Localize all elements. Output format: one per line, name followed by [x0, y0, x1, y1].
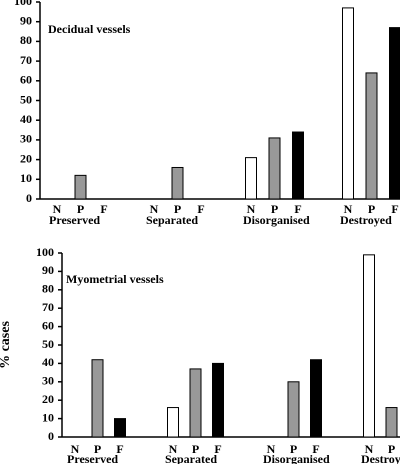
bar	[287, 381, 300, 438]
y-tick-label: 80	[20, 33, 32, 47]
x-tick-label: P	[94, 442, 101, 456]
y-tick-label: 20	[42, 392, 54, 406]
y-tick-label: 20	[20, 151, 32, 165]
x-tick-label: N	[150, 202, 159, 216]
x-tick-label: N	[344, 202, 353, 216]
x-tick-label: N	[267, 442, 276, 456]
x-tick-label: N	[169, 442, 178, 456]
bar	[171, 166, 184, 200]
y-tick-label: 50	[20, 92, 32, 106]
x-group-label: Destroyed	[361, 452, 400, 464]
x-tick-label: P	[290, 442, 297, 456]
y-tick-label: 70	[42, 300, 54, 314]
x-tick-label: N	[247, 202, 256, 216]
y-tick-label: 60	[42, 318, 54, 332]
y-tick-label: 40	[20, 112, 32, 126]
y-tick-label: 60	[20, 73, 32, 87]
x-tick-label: P	[271, 202, 278, 216]
x-tick-label: P	[388, 442, 395, 456]
bar	[189, 368, 202, 438]
x-group-label: Disorganised	[263, 452, 330, 464]
chart-title: Myometrial vessels	[66, 272, 164, 286]
bar	[167, 407, 179, 438]
bar	[245, 157, 257, 200]
y-tick-label: 50	[42, 337, 54, 351]
bar	[212, 362, 224, 438]
y-tick-label: 70	[20, 53, 32, 67]
x-tick-label: N	[53, 202, 62, 216]
x-group-label: Destroyed	[340, 213, 392, 227]
x-tick-label: N	[71, 442, 80, 456]
x-tick-label: F	[116, 442, 123, 456]
y-tick-label: 100	[36, 245, 54, 259]
bar	[74, 174, 87, 200]
x-tick-label: P	[77, 202, 84, 216]
y-tick-label: 90	[20, 13, 32, 27]
bar	[363, 254, 375, 438]
bar	[385, 407, 398, 438]
y-tick-label: 0	[48, 429, 54, 443]
x-tick-label: P	[174, 202, 181, 216]
x-tick-label: F	[100, 202, 107, 216]
bar	[365, 72, 378, 200]
x-tick-label: F	[312, 442, 319, 456]
x-tick-label: F	[391, 202, 398, 216]
x-tick-label: P	[192, 442, 199, 456]
x-group-label: Preserved	[67, 452, 118, 464]
x-group-label: Preserved	[49, 213, 100, 227]
y-tick-label: 40	[42, 355, 54, 369]
y-tick-label: 0	[26, 191, 32, 205]
y-tick-label: 10	[20, 171, 32, 185]
y-tick-label: 30	[42, 374, 54, 388]
y-tick-label: 80	[42, 282, 54, 296]
x-tick-label: F	[197, 202, 204, 216]
y-tick-label: 90	[42, 263, 54, 277]
bar	[310, 359, 322, 438]
y-axis-label: % cases	[0, 321, 13, 369]
x-group-label: Disorganised	[243, 213, 310, 227]
bar	[342, 7, 354, 200]
x-tick-label: F	[214, 442, 221, 456]
x-group-label: Separated	[146, 213, 198, 227]
bar	[114, 418, 126, 438]
bar	[292, 131, 304, 200]
bar	[389, 27, 400, 200]
y-tick-label: 30	[20, 132, 32, 146]
bar	[91, 359, 104, 438]
x-tick-label: P	[368, 202, 375, 216]
chart-title: Decidual vessels	[48, 22, 131, 36]
y-tick-label: 10	[42, 410, 54, 424]
bar	[268, 137, 281, 200]
x-group-label: Separated	[165, 452, 217, 464]
x-tick-label: N	[365, 442, 374, 456]
y-tick-label: 100	[14, 0, 32, 8]
x-tick-label: F	[294, 202, 301, 216]
